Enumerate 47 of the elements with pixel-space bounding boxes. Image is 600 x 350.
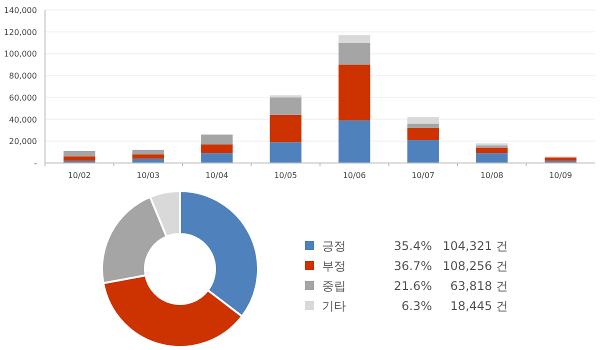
bar xyxy=(270,142,302,163)
bar xyxy=(476,153,508,163)
y-tick-label: 80,000 xyxy=(9,72,37,81)
x-tick-label: 10/07 xyxy=(412,171,435,180)
legend-label: 부정 xyxy=(322,259,346,273)
x-tick-label: 10/02 xyxy=(68,171,91,180)
y-tick-label: 140,000 xyxy=(4,6,37,15)
y-tick-label: 20,000 xyxy=(9,137,37,146)
x-tick-label: 10/03 xyxy=(136,171,160,180)
y-tick-label: 120,000 xyxy=(4,28,37,37)
bar xyxy=(64,150,96,156)
bar xyxy=(544,158,576,161)
y-tick-label: 40,000 xyxy=(9,115,37,124)
legend-label: 기타 xyxy=(322,299,346,313)
bar xyxy=(64,156,96,161)
legend-label: 긍정 xyxy=(322,239,346,253)
legend-label: 중립 xyxy=(322,279,346,293)
bar xyxy=(270,97,302,115)
data-label: 35.4% 104,321 건 xyxy=(394,239,508,253)
bar xyxy=(338,120,370,163)
bar xyxy=(407,128,439,140)
y-tick-label: - xyxy=(34,159,38,168)
bar xyxy=(338,35,370,43)
x-tick-label: 10/05 xyxy=(274,171,298,180)
x-tick-label: 10/04 xyxy=(205,171,228,180)
bar xyxy=(201,134,233,144)
bar xyxy=(201,153,233,163)
bar xyxy=(132,158,164,163)
bar xyxy=(476,148,508,154)
y-tick-label: 100,000 xyxy=(4,50,37,59)
bar xyxy=(407,140,439,163)
bar xyxy=(132,150,164,154)
bar xyxy=(132,154,164,159)
text: 21.6% 63,818 건 xyxy=(394,279,508,293)
data-label: 36.7% 108,256 건 xyxy=(394,259,508,273)
y-tick-label: 60,000 xyxy=(9,93,37,102)
text: 6.3% 18,445 건 xyxy=(402,299,508,313)
bar xyxy=(407,124,439,128)
bar xyxy=(407,117,439,124)
x-tick-label: 10/06 xyxy=(342,171,366,180)
bar xyxy=(338,64,370,120)
x-tick-label: 10/08 xyxy=(480,171,504,180)
bar xyxy=(270,114,302,142)
bar xyxy=(476,143,508,146)
bar xyxy=(201,144,233,154)
bar xyxy=(338,42,370,65)
x-tick-label: 10/09 xyxy=(549,171,572,180)
